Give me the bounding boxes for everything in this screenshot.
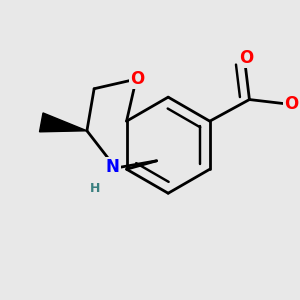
Text: N: N [106,158,120,176]
Text: O: O [284,95,298,113]
Polygon shape [40,113,87,132]
Text: O: O [239,49,253,67]
Text: H: H [90,182,101,195]
Text: O: O [130,70,145,88]
